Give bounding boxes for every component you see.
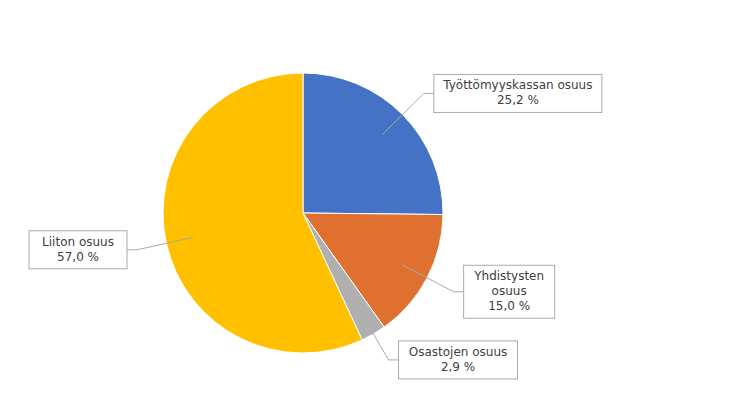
svg-text:Osastojen osuus2,9 %: Osastojen osuus2,9 % — [409, 345, 508, 374]
svg-text:Yhdistystenosuus15,0 %: Yhdistystenosuus15,0 % — [473, 269, 544, 313]
svg-text:Liiton osuus57,0 %: Liiton osuus57,0 % — [42, 235, 114, 264]
svg-text:Työttömyyskassan osuus25,2 %: Työttömyyskassan osuus25,2 % — [442, 78, 592, 107]
